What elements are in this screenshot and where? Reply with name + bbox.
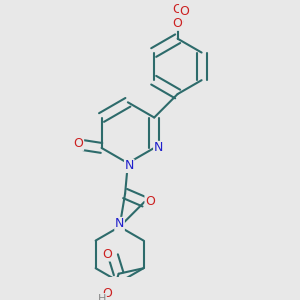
Text: O: O xyxy=(102,286,112,300)
Text: O: O xyxy=(74,137,83,150)
Text: O: O xyxy=(173,17,183,30)
Text: O: O xyxy=(145,195,155,208)
Text: O: O xyxy=(173,17,183,30)
Text: O: O xyxy=(173,3,183,16)
Text: O: O xyxy=(103,248,112,261)
Text: H: H xyxy=(98,294,106,300)
Text: O: O xyxy=(173,16,183,29)
Text: N: N xyxy=(115,218,124,230)
Text: N: N xyxy=(154,141,163,154)
Text: O: O xyxy=(180,4,190,18)
Text: N: N xyxy=(124,159,134,172)
